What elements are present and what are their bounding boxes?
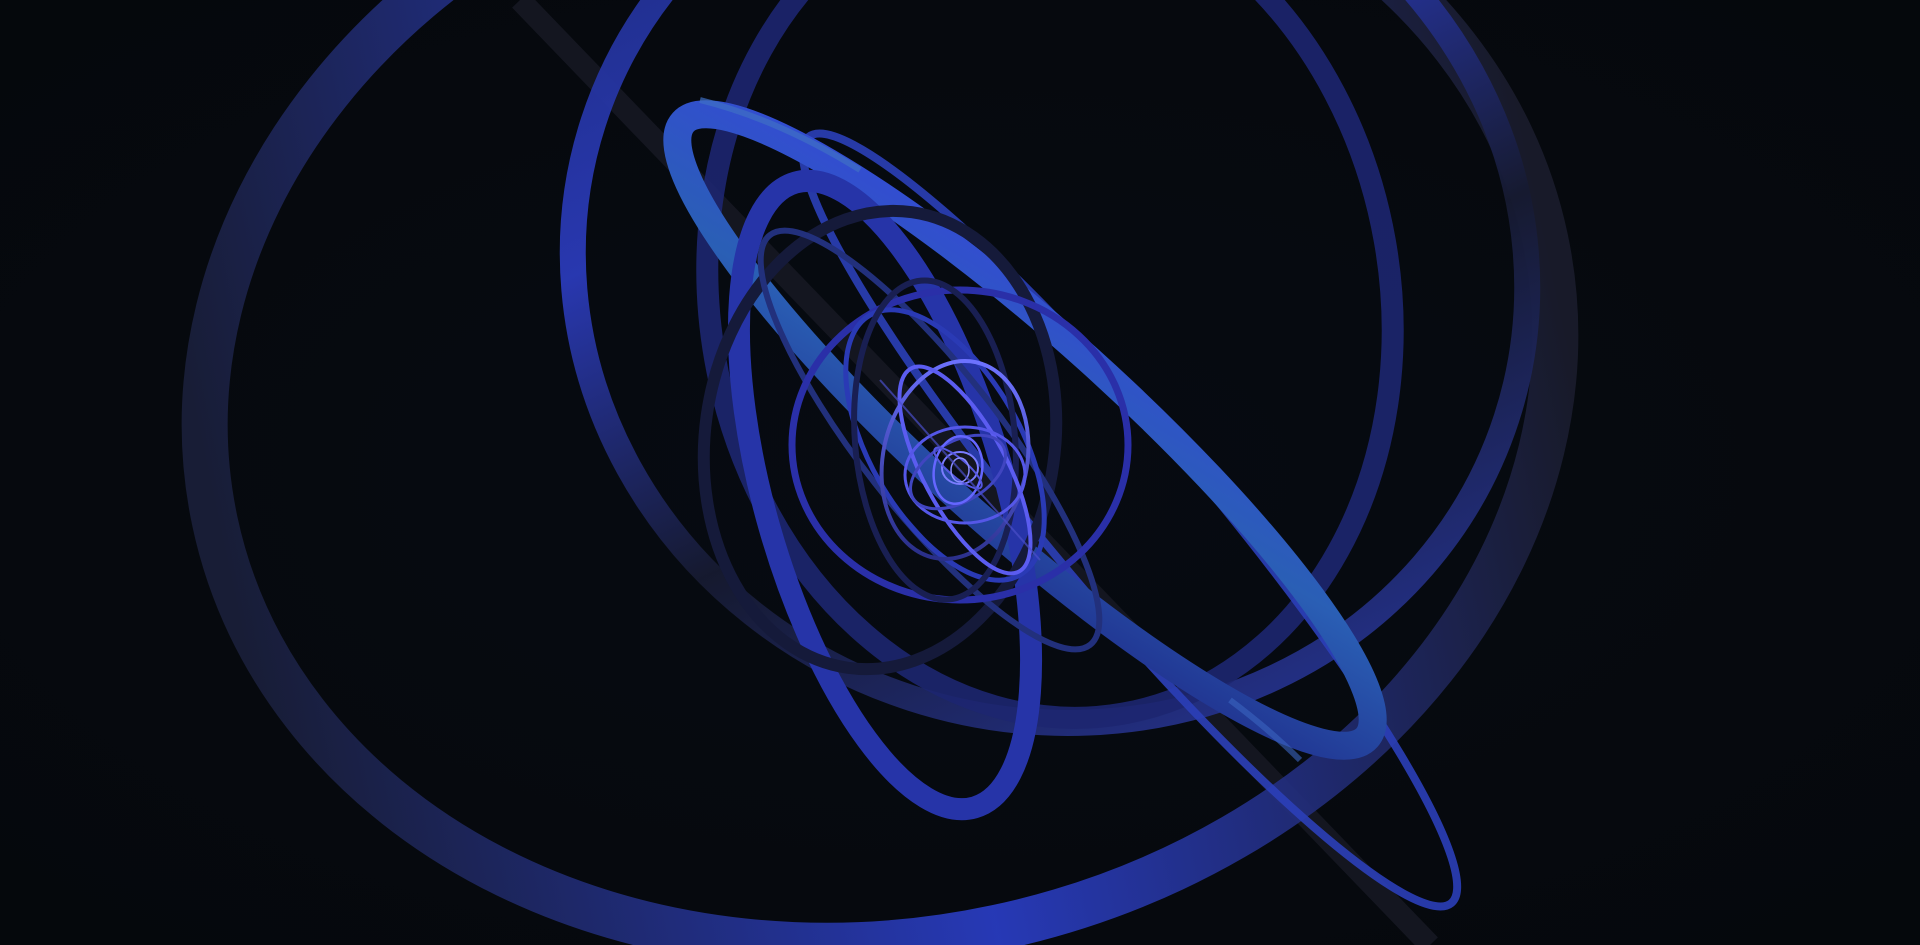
highlight-arc-lower bbox=[1228, 697, 1303, 763]
ring-outer-left bbox=[181, 0, 1579, 945]
ring-medium-dark bbox=[697, 204, 1063, 676]
highlight-arc bbox=[699, 97, 862, 173]
inner-rod bbox=[879, 379, 1041, 561]
ring-inner-10 bbox=[950, 457, 970, 483]
ring-inner-7 bbox=[932, 435, 984, 505]
ring-inner-8 bbox=[941, 451, 979, 485]
ring-inner-5 bbox=[903, 425, 1027, 525]
ring-thin-crossing bbox=[757, 227, 1103, 653]
ring-inner-4 bbox=[897, 364, 1033, 576]
ring-foreground-thick bbox=[663, 100, 1387, 760]
ring-inner-2 bbox=[851, 277, 1019, 603]
ring-vertical-oval bbox=[727, 169, 1043, 821]
ring-outer-right bbox=[559, 0, 1541, 736]
